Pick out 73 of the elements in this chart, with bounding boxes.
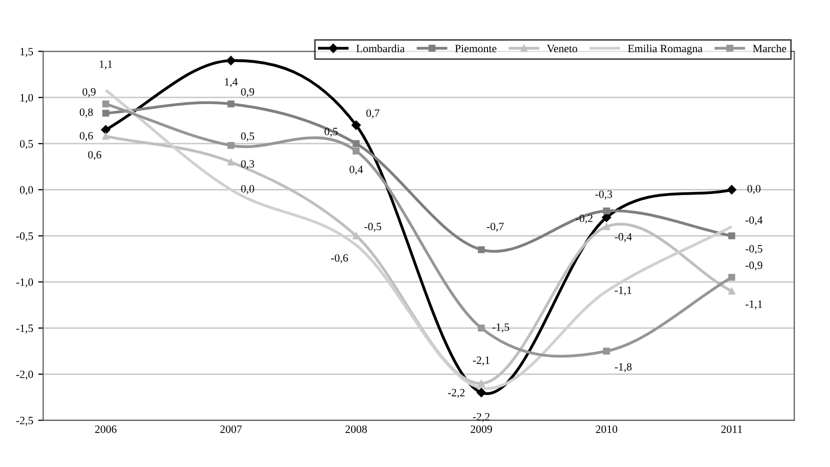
y-tick-label: -1,5 xyxy=(16,324,34,334)
data-label: -2,2 xyxy=(448,388,465,398)
point xyxy=(352,140,360,148)
data-label: -1,8 xyxy=(614,363,632,372)
data-label: -0,7 xyxy=(486,222,504,232)
data-label: 0,0 xyxy=(747,185,760,194)
data-label: 0,5 xyxy=(241,132,254,142)
point xyxy=(478,246,485,254)
data-label: 1,1 xyxy=(100,60,112,70)
data-label: 0,7 xyxy=(366,109,380,118)
y-tick-label: -2,5 xyxy=(16,416,34,426)
point xyxy=(227,100,234,108)
data-label: -0,2 xyxy=(576,214,592,224)
point xyxy=(602,212,612,222)
x-tick-label: 2010 xyxy=(596,425,618,433)
data-label: -0,9 xyxy=(746,262,762,271)
data-label: -2,1 xyxy=(472,356,490,366)
data-label: 0,3 xyxy=(241,160,254,170)
point xyxy=(728,288,736,295)
data-label: -0,6 xyxy=(331,254,348,264)
y-tick-label: -0,5 xyxy=(16,232,34,242)
y-tick-label: 1,5 xyxy=(20,48,34,57)
data-label: 0,6 xyxy=(88,150,102,160)
data-label: -0,5 xyxy=(746,245,762,254)
y-tick-label: 1,0 xyxy=(20,94,34,104)
point xyxy=(728,232,736,240)
point xyxy=(226,56,236,66)
legend-label: Veneto xyxy=(546,44,578,52)
data-label: -1,1 xyxy=(746,300,762,310)
point xyxy=(727,185,736,194)
data-label: -2,2 xyxy=(472,412,490,422)
legend-label: Piemonte xyxy=(455,44,496,52)
point xyxy=(352,148,360,154)
data-label: -1,1 xyxy=(614,286,632,296)
data-label: 0,9 xyxy=(241,88,254,98)
x-tick-label: 2008 xyxy=(346,425,367,433)
data-label: -0,4 xyxy=(614,233,632,242)
point xyxy=(728,274,736,281)
point xyxy=(102,110,110,117)
legend-label: Marche xyxy=(752,44,786,52)
data-label: 0,6 xyxy=(80,132,93,142)
point xyxy=(102,132,110,140)
point xyxy=(478,324,485,332)
y-tick-label: 0,0 xyxy=(20,186,34,196)
point xyxy=(603,223,610,230)
point xyxy=(478,380,485,387)
data-label: 0,8 xyxy=(80,108,93,118)
data-label: 0,9 xyxy=(82,88,96,98)
legend-label: Emilia Romagna xyxy=(628,44,702,55)
data-label: 0,5 xyxy=(324,128,338,137)
y-tick-label: -1,0 xyxy=(16,278,34,288)
point xyxy=(227,142,234,149)
legend-label: Lombardia xyxy=(356,44,405,52)
x-tick-label: 2009 xyxy=(470,425,492,433)
x-tick-label: 2006 xyxy=(95,425,117,433)
y-tick-label: 0,5 xyxy=(20,140,34,150)
point xyxy=(102,100,110,108)
point xyxy=(603,207,610,214)
point xyxy=(603,348,610,355)
data-label: -0,4 xyxy=(746,216,763,226)
point xyxy=(476,388,486,398)
y-tick-label: -2,0 xyxy=(16,370,34,380)
point xyxy=(227,158,234,166)
x-tick-label: 2007 xyxy=(220,425,242,433)
point xyxy=(101,125,110,134)
data-label: 1,4 xyxy=(224,78,238,88)
data-label: 0,4 xyxy=(350,166,363,175)
data-label: -0,3 xyxy=(595,190,612,200)
data-label: -1,5 xyxy=(492,323,510,332)
x-tick-label: 2011 xyxy=(721,425,742,433)
point xyxy=(352,120,361,130)
data-label: -0,5 xyxy=(364,222,382,232)
data-label: 0,0 xyxy=(241,185,254,194)
